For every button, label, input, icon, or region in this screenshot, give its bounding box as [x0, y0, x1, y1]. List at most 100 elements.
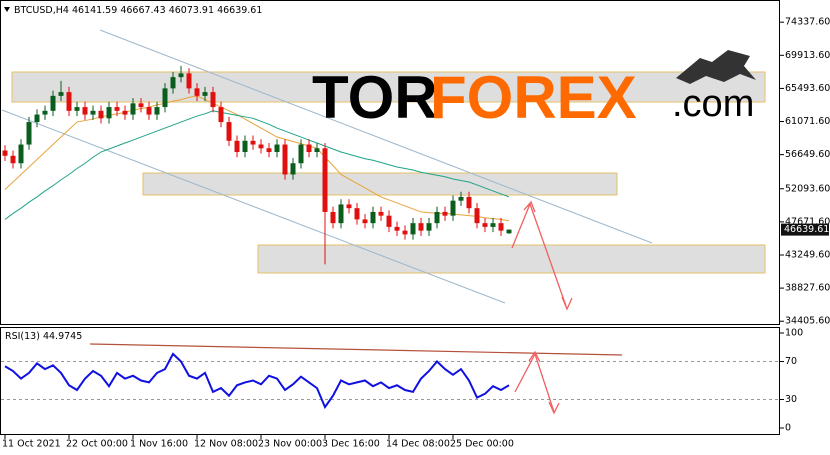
moving-average — [4, 110, 510, 220]
x-tick-label: 1 Nov 16:00 — [130, 439, 188, 450]
candle-body — [202, 92, 208, 96]
zones — [11, 71, 766, 274]
x-tick-label: 23 Nov 00:00 — [258, 439, 322, 450]
arrow-heads — [528, 350, 560, 415]
low: 46073.91 — [169, 5, 214, 16]
candle-body — [58, 92, 64, 96]
candle-body — [194, 88, 200, 96]
candle-body — [434, 211, 440, 224]
x-tick-label: 3 Dec 16:00 — [322, 439, 380, 450]
logo: TOR FOREX .com — [312, 50, 756, 131]
candle-body — [466, 196, 472, 209]
candle-body — [234, 140, 240, 153]
candle-body — [250, 140, 256, 145]
candle-body — [186, 73, 192, 89]
candle-body — [130, 103, 136, 115]
candle-body — [106, 107, 112, 119]
rsi-title: RSI(13) — [5, 331, 40, 342]
rsi-arrow — [514, 352, 555, 413]
candle-body — [442, 211, 448, 216]
candle-body — [394, 226, 400, 231]
candle-body — [226, 122, 232, 141]
candle-body — [370, 211, 376, 224]
candle-body — [498, 223, 504, 231]
logo-icon — [676, 50, 756, 84]
candle-body — [50, 95, 56, 111]
candle-body — [114, 107, 120, 111]
candle-body — [298, 144, 304, 164]
candle-body — [458, 196, 464, 201]
candle-body — [282, 144, 288, 175]
candle-body — [362, 219, 368, 224]
candle-body — [490, 223, 496, 227]
x-tick-label: 14 Dec 08:00 — [386, 439, 450, 450]
y-tick-label: 56649.60 — [785, 149, 830, 160]
candle-body — [210, 92, 216, 108]
candle-body — [10, 155, 16, 164]
y-tick-label: 74337.60 — [785, 17, 830, 28]
x-tick-label: 22 Oct 00:00 — [66, 439, 128, 450]
y-tick-label: 65493.60 — [785, 83, 830, 94]
x-tick-label: 11 Oct 2021 — [2, 439, 61, 450]
y-tick-label: 38827.60 — [785, 283, 830, 294]
candle-body — [242, 140, 248, 153]
rsi-panel — [0, 327, 780, 435]
logo-text: FOREX — [430, 64, 637, 131]
candle-body — [306, 144, 312, 153]
x-tick-label: 25 Dec 00:00 — [450, 439, 514, 450]
close: 46639.61 — [217, 5, 262, 16]
candle-body — [450, 200, 456, 216]
candle-body — [90, 110, 96, 115]
channel-line — [99, 29, 653, 244]
y-tick-label: 30 — [785, 394, 797, 405]
candle-body — [410, 223, 416, 235]
x-tick-label: 12 Nov 08:00 — [194, 439, 258, 450]
candle-body — [2, 150, 8, 156]
mid-zone — [142, 172, 618, 196]
rsi-header: RSI(13) 44.9745 — [5, 331, 82, 342]
y-tick-label: 61071.60 — [785, 116, 830, 127]
price-tag — [781, 223, 829, 236]
symbol: BTCUSD,H4 — [14, 5, 69, 16]
candle-body — [82, 107, 88, 115]
y-tick-label: 69913.60 — [785, 50, 830, 61]
price-panel — [0, 0, 780, 325]
candle-body — [66, 92, 72, 111]
candle-body — [178, 73, 184, 78]
candle-body — [314, 148, 320, 153]
candle-body — [74, 107, 80, 111]
candle-body — [378, 211, 384, 216]
candle-body — [354, 208, 360, 220]
candle-body — [162, 88, 168, 108]
candle-body — [146, 107, 152, 115]
y-tick-label: 70 — [785, 356, 797, 367]
channel-line — [1, 109, 506, 304]
candle-body — [34, 114, 40, 123]
price-tag-label: 46639.61 — [784, 224, 829, 235]
candle-body — [474, 208, 480, 224]
logo-text: .com — [672, 83, 754, 125]
candle-body — [386, 215, 392, 227]
rsi-trendline — [89, 343, 623, 356]
candle-body — [338, 204, 344, 224]
candle-body — [330, 211, 336, 224]
candle-body — [98, 110, 104, 119]
forecast-arrows — [511, 200, 573, 415]
candle-body — [274, 144, 280, 153]
candle-body — [266, 148, 272, 153]
candle-body — [18, 144, 24, 164]
y-tick-label: 43249.60 — [785, 249, 830, 260]
candle-body — [258, 144, 264, 149]
candle-body — [154, 107, 160, 115]
candle-body — [482, 223, 488, 227]
open: 46141.59 — [72, 5, 117, 16]
candle-body — [42, 110, 48, 115]
support-zone — [257, 244, 766, 274]
resistance-zone — [11, 71, 766, 103]
candle-body — [290, 163, 296, 175]
moving-average — [4, 95, 510, 222]
candle-body — [402, 230, 408, 235]
candle-body — [138, 103, 144, 108]
candle-body — [418, 223, 424, 231]
